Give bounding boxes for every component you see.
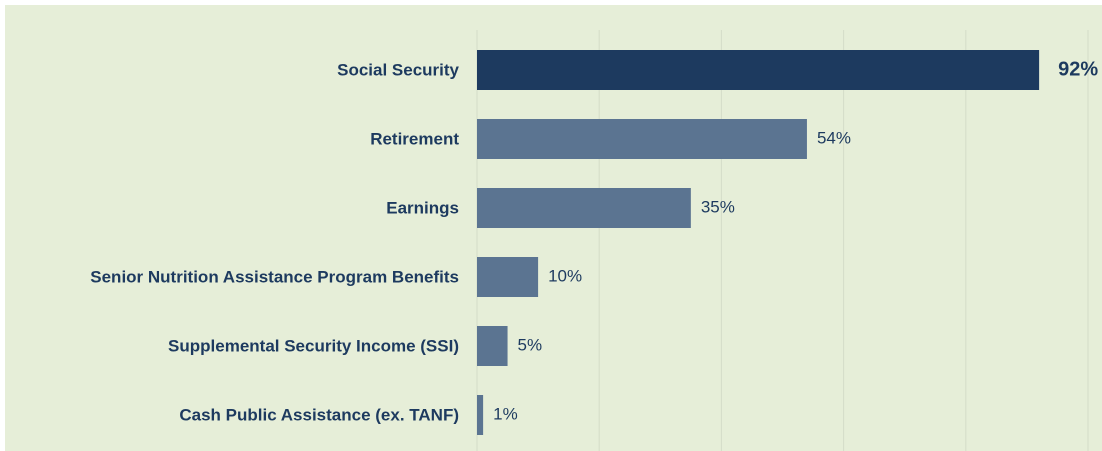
bar bbox=[477, 50, 1040, 90]
data-label: 54% bbox=[817, 128, 851, 147]
data-label: 92% bbox=[1058, 58, 1098, 80]
bar bbox=[477, 326, 508, 366]
bar bbox=[477, 395, 484, 435]
data-label: 10% bbox=[548, 266, 582, 285]
y-tick-label: Senior Nutrition Assistance Program Bene… bbox=[90, 267, 459, 287]
y-tick-label: Social Security bbox=[337, 60, 459, 80]
y-tick-label: Retirement bbox=[370, 129, 459, 149]
data-label: 1% bbox=[493, 404, 518, 423]
bar bbox=[477, 257, 539, 297]
bar bbox=[477, 119, 807, 159]
bar bbox=[477, 188, 691, 228]
y-tick-label: Earnings bbox=[386, 198, 459, 218]
data-label: 5% bbox=[518, 335, 543, 354]
y-tick-label: Cash Public Assistance (ex. TANF) bbox=[179, 405, 459, 425]
y-tick-label: Supplemental Security Income (SSI) bbox=[168, 336, 459, 356]
data-label: 35% bbox=[701, 197, 735, 216]
